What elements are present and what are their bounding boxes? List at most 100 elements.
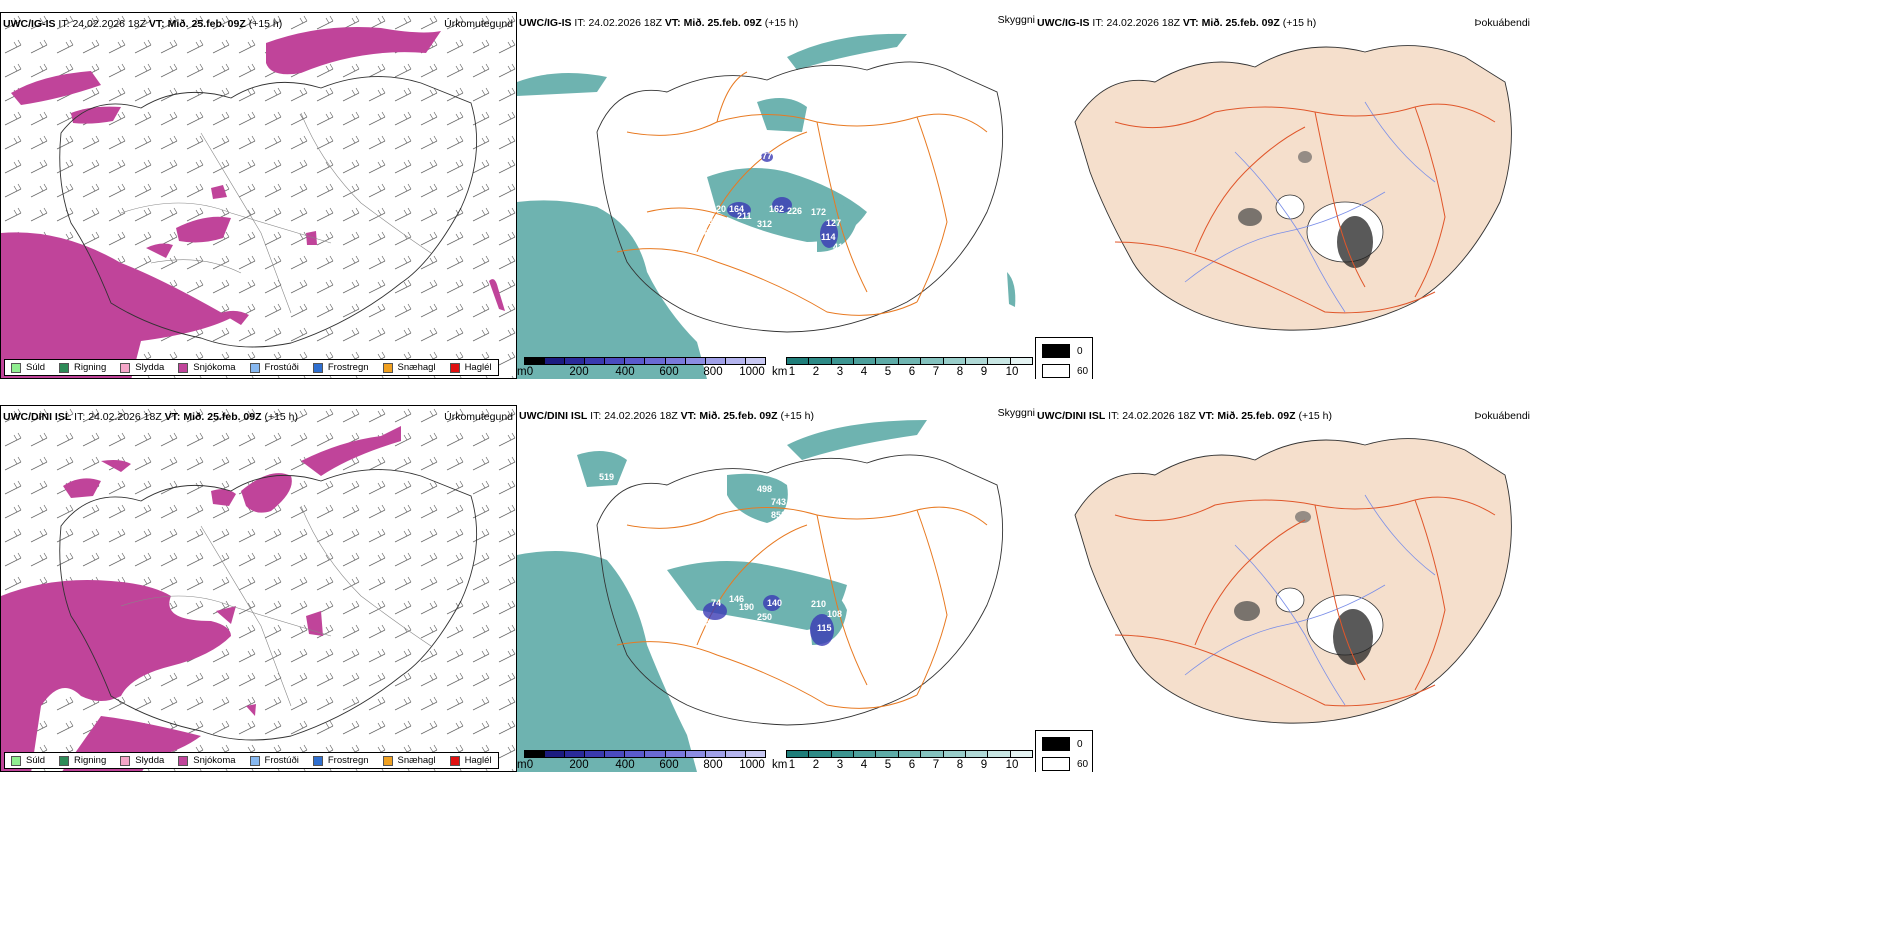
- panel-title: Úrkomutegund: [444, 411, 513, 423]
- colorbar-tick: 10: [1005, 366, 1019, 378]
- ceiling-label: 306: [761, 312, 776, 322]
- ceiling-areas: [727, 152, 838, 248]
- legend-swatch: [11, 755, 21, 766]
- legend-item: Frostregn: [312, 362, 369, 373]
- visibility-colorbar: km 1 2 3 4 5 6 7 8 9 10: [772, 357, 1034, 379]
- legend-swatch: [1042, 737, 1070, 751]
- visibility-colorbar-strip: [786, 357, 1033, 365]
- visibility-panel-row1: 477 20 164 342 211 460 162 226 172 127 3…: [517, 12, 1035, 379]
- ceiling-label: 162: [769, 204, 784, 214]
- fog-areas: [1234, 511, 1384, 665]
- colorbar-tick: 9: [980, 366, 988, 378]
- legend-item: Snjókoma: [178, 755, 236, 766]
- legend-item: Haglél: [449, 362, 492, 373]
- fog-legend: 0 60: [1035, 337, 1093, 379]
- ceiling-label: 202: [743, 707, 758, 717]
- ceiling-label: 226: [787, 206, 802, 216]
- iceland-land: [1074, 45, 1512, 331]
- river-network: [1184, 494, 1436, 706]
- river-network: [1184, 101, 1436, 313]
- ceiling-label: 74: [711, 598, 721, 608]
- ceiling-label: 460: [699, 228, 714, 238]
- ceiling-label: 477: [757, 151, 772, 161]
- colorbar-tick: 1000: [739, 759, 765, 771]
- colorbar-unit: km: [772, 759, 788, 771]
- colorbar-tick: 5: [884, 366, 892, 378]
- colorbar-tick: 0: [526, 759, 534, 771]
- ceiling-labels: 477 20 164 342 211 460 162 226 172 127 3…: [699, 151, 843, 326]
- iceland-outline: [59, 469, 478, 741]
- legend-item: Snæhagl: [382, 755, 436, 766]
- panel-header: UWC/IG-IS IT: 24.02.2026 18Z VT: Mið. 25…: [519, 17, 799, 29]
- iceland-land: [1074, 438, 1512, 724]
- colorbar-tick: 8: [956, 759, 964, 771]
- ceiling-label: 312: [757, 219, 772, 229]
- fog-areas: [1238, 151, 1384, 268]
- ceiling-colorbar: m 0 200 400 600 800 1000: [517, 750, 767, 772]
- legend-swatch: [1042, 757, 1070, 771]
- ceiling-label: 210: [811, 599, 826, 609]
- panel-title: Þokuábendi: [1474, 17, 1530, 29]
- ceiling-label: 146: [695, 619, 710, 629]
- visibility-panel-row2: 519 531 498 743 852 74 146 190 146 140 2…: [517, 405, 1035, 772]
- colorbar-tick: 4: [860, 366, 868, 378]
- iceland-outline: [596, 454, 1004, 726]
- colorbar-tick: 600: [659, 759, 679, 771]
- legend-swatch: [249, 755, 260, 766]
- legend-swatch: [59, 362, 70, 373]
- legend-item: Frostregn: [312, 755, 369, 766]
- colorbar-tick: 6: [908, 759, 916, 771]
- ceiling-label: 114: [821, 232, 836, 242]
- ceiling-label: 108: [827, 609, 842, 619]
- colorbar-tick: 6: [908, 366, 916, 378]
- legend-swatch: [1042, 344, 1070, 358]
- panel-header: UWC/DINI ISL IT: 24.02.2026 18Z VT: Mið.…: [1037, 410, 1333, 422]
- panel-title: Skyggni: [997, 14, 1035, 26]
- ceiling-label: 531: [580, 487, 595, 497]
- legend-swatch: [312, 362, 323, 373]
- fog-index-map: [1074, 45, 1512, 331]
- panel-header: UWC/IG-IS IT: 24.02.2026 18Z VT: Mið. 25…: [1037, 17, 1317, 29]
- visibility-colorbar-strip: [786, 750, 1033, 758]
- colorbar-tick: 9: [980, 759, 988, 771]
- ceiling-colorbar: m 0 200 400 600 800 1000: [517, 357, 767, 379]
- fog-index-panel-row2: UWC/DINI ISL IT: 24.02.2026 18Z VT: Mið.…: [1035, 405, 1531, 772]
- colorbar-tick: 800: [703, 366, 723, 378]
- legend-item: Rigning: [59, 362, 106, 373]
- ceiling-colorbar-strip: [524, 357, 766, 365]
- ceiling-label: 743: [771, 497, 786, 507]
- legend-swatch: [312, 755, 323, 766]
- legend-item: Slydda: [120, 755, 164, 766]
- road-network: [1114, 103, 1496, 314]
- ceiling-label: 115: [817, 623, 832, 633]
- ceiling-label: 140: [767, 598, 782, 608]
- legend-swatch: [120, 755, 131, 766]
- legend-swatch: [382, 362, 393, 373]
- colorbar-tick: 5: [884, 759, 892, 771]
- colorbar-unit: m: [517, 366, 527, 378]
- colorbar-tick: 10: [1005, 759, 1019, 771]
- snow-areas: [1, 27, 505, 378]
- visibility-shading: [517, 33, 1016, 379]
- legend-swatch: [178, 755, 189, 766]
- colorbar-tick: 8: [956, 366, 964, 378]
- legend-item: Súld: [11, 755, 45, 766]
- fog-legend-item: 0: [1042, 344, 1083, 358]
- legend-swatch: [449, 362, 460, 373]
- ceiling-label: 146: [729, 594, 744, 604]
- panel-header: UWC/DINI ISL IT: 24.02.2026 18Z VT: Mið.…: [519, 410, 815, 422]
- fog-legend-item: 60: [1042, 757, 1088, 771]
- colorbar-tick: 3: [836, 759, 844, 771]
- legend-item: Haglél: [449, 755, 492, 766]
- precip-type-map: [1, 406, 516, 771]
- precip-type-panel-row1: UWC/IG-IS IT: 24.02.2026 18Z VT: Mið. 25…: [0, 12, 517, 379]
- legend-item: Frostúði: [249, 755, 299, 766]
- ceiling-label: 190: [739, 602, 754, 612]
- fog-index-panel-row1: UWC/IG-IS IT: 24.02.2026 18Z VT: Mið. 25…: [1035, 12, 1531, 379]
- ceiling-label: 203: [759, 705, 774, 715]
- colorbar-tick: 3: [836, 366, 844, 378]
- colorbar-tick: 2: [812, 759, 820, 771]
- colorbar-tick: 0: [526, 366, 534, 378]
- visibility-colorbar: km 1 2 3 4 5 6 7 8 9 10: [772, 750, 1034, 772]
- ceiling-areas: [703, 595, 834, 646]
